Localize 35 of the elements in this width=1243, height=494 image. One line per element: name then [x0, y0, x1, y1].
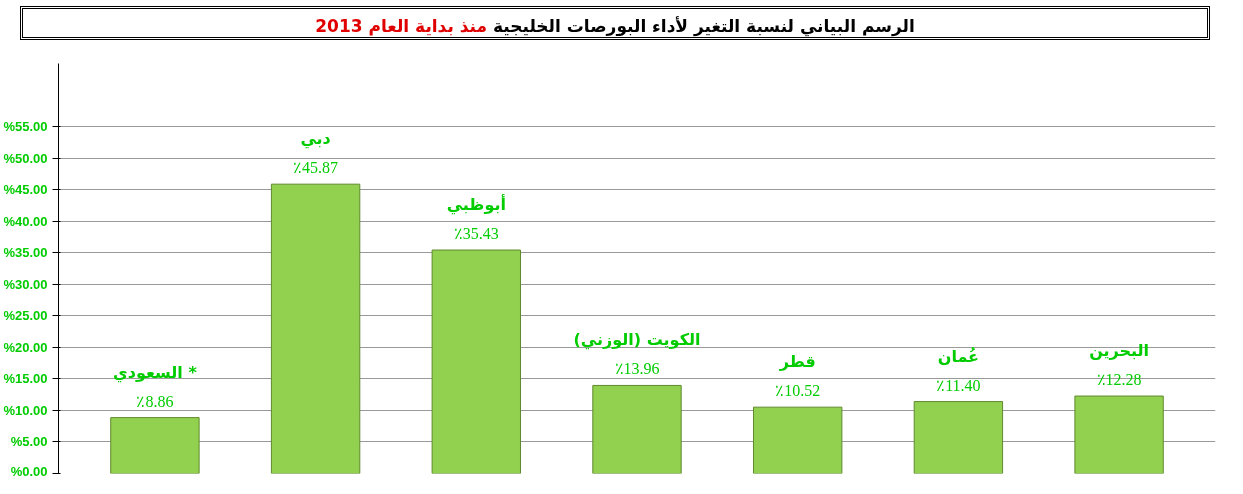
bar [110, 417, 200, 474]
y-tick-label: %35.00 [3, 245, 48, 261]
data-label: ٪11.40 [936, 376, 981, 394]
y-tick-label: %15.00 [3, 371, 48, 387]
bar [270, 183, 361, 474]
chart-subtitle: منذ بداية العام 2013 [315, 16, 488, 36]
x-tick-label: الكويت (الوزني) [573, 330, 701, 351]
bar [913, 401, 1004, 474]
bar [1074, 395, 1164, 474]
y-tick-label: %5.00 [10, 434, 48, 450]
data-label: ٪45.87 [293, 159, 339, 177]
x-tick-label: السعودي * [113, 362, 198, 383]
x-tick-label: دبي [300, 129, 331, 150]
bar [592, 384, 682, 474]
data-label: ٪13.96 [614, 360, 660, 378]
x-tick-label: قطر [778, 352, 816, 372]
data-label: ٪12.28 [1096, 371, 1142, 389]
bar [431, 249, 521, 474]
x-tick-label: عُمان [937, 346, 980, 366]
chart-title: الرسم البياني لنسبة التغير لأداء البورصات الخليجية [492, 16, 915, 36]
y-tick-label: %45.00 [3, 182, 48, 198]
data-label: ٪35.43 [453, 225, 499, 243]
y-tick-label: %55.00 [3, 119, 48, 135]
y-tick-label: %20.00 [3, 339, 48, 355]
x-tick-label: البحرين [1089, 341, 1150, 361]
y-tick-label: %30.00 [3, 276, 48, 292]
data-label: ٪10.52 [775, 382, 821, 400]
y-tick-label: %25.00 [3, 308, 48, 324]
data-label: ٪8.86 [136, 392, 174, 410]
y-tick-label: %0.00 [10, 463, 48, 479]
y-tick-label: %50.00 [3, 150, 48, 166]
bar [753, 406, 843, 474]
y-tick-label: %40.00 [3, 213, 48, 229]
y-tick-label: %10.00 [3, 402, 48, 418]
x-tick-label: أبوظبي [446, 194, 506, 216]
